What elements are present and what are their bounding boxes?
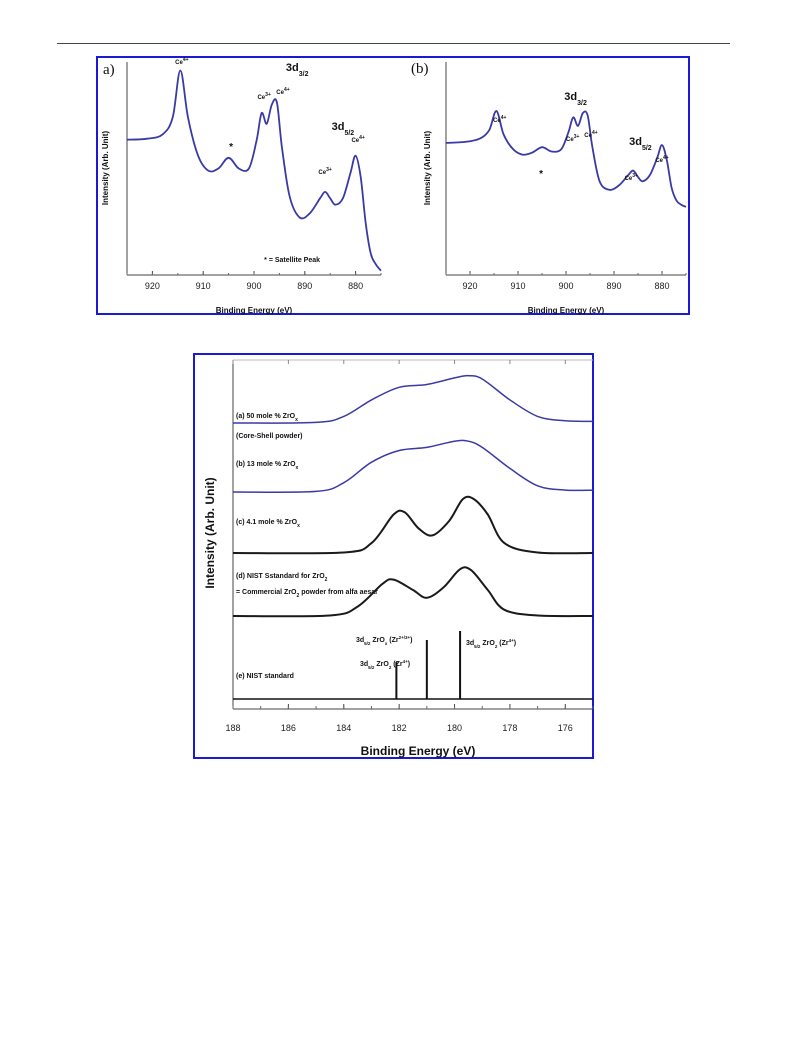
series-label-zr-4: (d) NIST Sstandard for ZrO2 xyxy=(236,573,328,583)
x-tick-label-a: 920 xyxy=(145,281,160,291)
nist-reference-label-2: 3d5/2 ZrOx (Zr2+/3+) xyxy=(356,635,412,646)
group-label-3d52-b: 3d5/2 xyxy=(629,136,652,152)
x-tick-label-zr: 186 xyxy=(281,723,296,733)
group-label-3d52-a: 3d5/2 xyxy=(332,121,355,137)
spectrum-line-zr-1 xyxy=(232,374,594,424)
panel-label-b: (b) xyxy=(411,61,429,77)
peak-label-ce4-right-a: Ce4+ xyxy=(351,135,364,144)
series-label-zr-2: (b) 13 mole % ZrOx xyxy=(236,461,299,471)
series-sublabel-zr-1: (Core-Shell powder) xyxy=(236,433,303,440)
satellite-star-a: * xyxy=(229,142,233,153)
peak-label-ce4-mid-b: Ce4+ xyxy=(584,130,597,139)
x-tick-label-zr: 180 xyxy=(447,723,462,733)
panel-frame-top xyxy=(96,56,690,315)
x-tick-label-a: 880 xyxy=(348,281,363,291)
page-top-rule xyxy=(57,43,730,44)
x-tick-label-zr: 176 xyxy=(558,723,573,733)
x-tick-label-zr: 184 xyxy=(336,723,351,733)
spectrum-line-zr-4 xyxy=(232,566,594,618)
peak-label-ce4-mid-a: Ce4+ xyxy=(276,87,289,96)
x-axis-label-b: Binding Energy (eV) xyxy=(528,306,605,315)
spectrum-line-b xyxy=(445,110,687,208)
peak-label-ce4-b: Ce4+ xyxy=(493,115,506,124)
x-tick-label-zr: 178 xyxy=(502,723,517,733)
spectrum-line-zr-3 xyxy=(232,495,594,555)
nist-reference-label-3: 3d5/2 ZrO2 (Zr4+) xyxy=(466,638,516,649)
x-tick-label-a: 890 xyxy=(297,281,312,291)
x-tick-label-b: 900 xyxy=(558,281,573,291)
series-label-zr-1: (a) 50 mole % ZrOx xyxy=(236,413,298,423)
satellite-star-b: * xyxy=(539,169,543,180)
panel-label-a: a) xyxy=(103,62,115,78)
peak-label-ce4-a: Ce4+ xyxy=(175,57,188,66)
group-label-3d32-a: 3d3/2 xyxy=(286,62,309,78)
y-axis-label-b: Intensity (Arb. Unit) xyxy=(423,131,432,206)
satellite-note-a: * = Satellite Peak xyxy=(264,257,320,264)
nist-reference-label-1: 3d5/2 ZrO2 (Zr4+) xyxy=(360,659,410,670)
peak-label-ce3-mid-a: Ce3+ xyxy=(257,92,270,101)
peak-label-ce3-mid-b: Ce3+ xyxy=(566,134,579,143)
x-axis-label-zr: Binding Energy (eV) xyxy=(361,744,476,758)
x-tick-label-a: 900 xyxy=(246,281,261,291)
peak-label-ce4-right-b: Ce4+ xyxy=(655,155,668,164)
x-tick-label-b: 920 xyxy=(462,281,477,291)
series-label-nist: (e) NIST standard xyxy=(236,673,294,680)
x-axis-label-a: Binding Energy (eV) xyxy=(216,306,293,315)
x-tick-label-a: 910 xyxy=(196,281,211,291)
x-tick-label-b: 880 xyxy=(654,281,669,291)
x-tick-label-zr: 182 xyxy=(392,723,407,733)
y-axis-label-zr: Intensity (Arb. Unit) xyxy=(203,477,217,588)
spectrum-line-zr-2 xyxy=(232,439,594,493)
group-label-3d32-b: 3d3/2 xyxy=(564,91,587,107)
peak-label-ce3-right-b: Ce3+ xyxy=(625,173,638,182)
panel-frame-bottom xyxy=(193,353,594,759)
series-label-zr-3: (c) 4.1 mole % ZrOx xyxy=(236,519,300,529)
x-tick-label-b: 910 xyxy=(510,281,525,291)
spectrum-line-a xyxy=(126,69,382,272)
x-tick-label-b: 890 xyxy=(606,281,621,291)
y-axis-label-a: Intensity (Arb. Unit) xyxy=(101,131,110,206)
series-sublabel-zr-4: = Commercial ZrO2 powder from alfa aesar xyxy=(236,589,378,599)
peak-label-ce3-right-a: Ce3+ xyxy=(318,167,331,176)
x-tick-label-zr: 188 xyxy=(225,723,240,733)
